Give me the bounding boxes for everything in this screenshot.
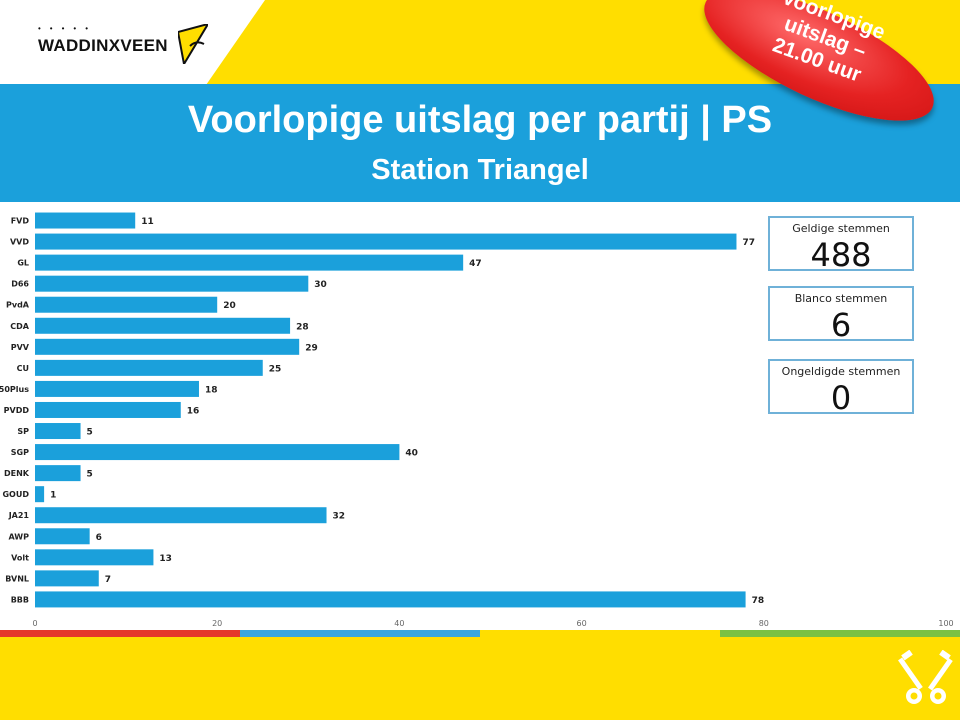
- logo-text: WADDINXVEEN: [38, 36, 168, 55]
- bar: [35, 233, 737, 250]
- blank-votes-label: Blanco stemmen: [794, 292, 888, 305]
- data-label: 11: [141, 217, 154, 227]
- blank-votes-value: 6: [830, 306, 852, 344]
- category-label: VVD: [10, 238, 29, 247]
- data-label: 16: [187, 406, 200, 416]
- category-label: BVNL: [5, 574, 29, 583]
- page-subtitle: Station Triangel: [371, 154, 589, 186]
- bar: [35, 317, 291, 334]
- logo-dots: •••••: [38, 24, 98, 33]
- category-label: GL: [17, 259, 29, 268]
- crossed-keys-crest-icon: [898, 650, 953, 704]
- category-label: 50Plus: [0, 385, 29, 394]
- color-strip-yellow: [480, 630, 720, 637]
- footer-yellow-band: [0, 637, 960, 720]
- data-label: 78: [752, 596, 765, 606]
- bar: [35, 401, 181, 418]
- bar: [35, 380, 199, 397]
- category-label: PVDD: [4, 406, 30, 415]
- data-label: 32: [333, 512, 346, 522]
- data-label: 13: [159, 554, 172, 564]
- category-label: GOUD: [2, 490, 29, 499]
- data-label: 5: [87, 428, 93, 438]
- x-tick-label: 60: [577, 619, 587, 628]
- bar: [35, 275, 309, 292]
- category-label: AWP: [8, 532, 29, 541]
- blank-votes-card: Blanco stemmen 6: [768, 286, 914, 344]
- data-label: 6: [96, 533, 102, 543]
- invalid-votes-label: Ongeldigde stemmen: [781, 365, 901, 378]
- x-tick-label: 80: [759, 619, 769, 628]
- bar: [35, 254, 464, 271]
- invalid-votes-value: 0: [830, 379, 852, 417]
- category-label: PVV: [11, 343, 30, 352]
- data-label: 7: [105, 575, 111, 585]
- category-label: DENK: [4, 469, 30, 478]
- data-label: 40: [405, 449, 418, 459]
- data-label: 77: [742, 238, 755, 248]
- data-label: 25: [269, 364, 282, 374]
- category-label: D66: [11, 280, 29, 289]
- bar: [35, 507, 327, 524]
- bar: [35, 444, 400, 461]
- category-label: BBB: [11, 595, 29, 604]
- data-label: 47: [469, 259, 482, 269]
- valid-votes-value: 488: [810, 236, 872, 274]
- category-label: CDA: [10, 322, 30, 331]
- color-strip-red: [0, 630, 240, 637]
- bar: [35, 423, 81, 440]
- valid-votes-card: Geldige stemmen 488: [768, 216, 914, 274]
- bar: [35, 486, 45, 503]
- valid-votes-label: Geldige stemmen: [792, 222, 890, 235]
- x-tick-label: 100: [938, 619, 953, 628]
- category-label: Volt: [11, 553, 29, 562]
- bar: [35, 465, 81, 482]
- logo-mark-icon: [178, 24, 208, 64]
- x-tick-label: 20: [212, 619, 222, 628]
- data-label: 28: [296, 322, 309, 332]
- color-strip-green: [720, 630, 960, 637]
- title-band: [0, 84, 960, 202]
- chart-area: [0, 202, 960, 636]
- x-tick-label: 40: [394, 619, 404, 628]
- results-bar-chart: FVD 11 VVD 77 GL 47 D66 30 PvdA 20 CDA 28 PVV 29 CU 25 5…: [0, 212, 954, 628]
- x-tick-label: 0: [32, 619, 37, 628]
- category-label: SP: [17, 427, 29, 436]
- bar: [35, 359, 263, 376]
- invalid-votes-card: Ongeldigde stemmen 0: [768, 359, 914, 417]
- data-label: 30: [314, 280, 327, 290]
- bar: [35, 570, 99, 587]
- data-label: 18: [205, 385, 218, 395]
- data-label: 5: [87, 470, 93, 480]
- data-label: 1: [50, 491, 56, 501]
- bar: [35, 528, 90, 545]
- category-label: PvdA: [6, 301, 30, 310]
- category-label: CU: [17, 364, 29, 373]
- bar: [35, 338, 300, 355]
- category-label: FVD: [11, 217, 30, 226]
- color-strip-blue: [240, 630, 480, 637]
- bar: [35, 591, 746, 608]
- bar: [35, 212, 136, 229]
- data-label: 29: [305, 343, 318, 353]
- category-label: JA21: [8, 511, 30, 520]
- page-title: Voorlopige uitslag per partij | PS: [187, 99, 773, 141]
- category-label: SGP: [11, 448, 29, 457]
- data-label: 20: [223, 301, 236, 311]
- bar: [35, 296, 218, 313]
- bar: [35, 549, 154, 566]
